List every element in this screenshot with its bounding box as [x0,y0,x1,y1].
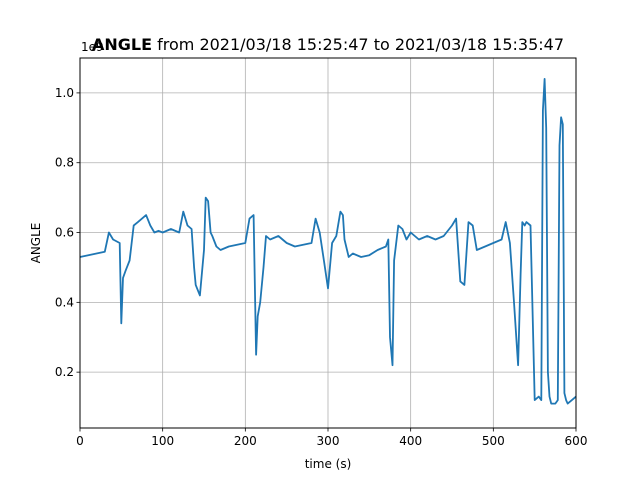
x-tick-label: 200 [234,434,257,448]
series-line [79,78,577,405]
x-tick-label: 100 [151,434,174,448]
chart-title: ANGLE from 2021/03/18 15:25:47 to 2021/0… [92,35,564,54]
y-tick-label: 1.0 [55,86,74,100]
series-line-group [79,78,577,405]
x-tick-label: 500 [482,434,505,448]
chart-title-rest: from 2021/03/18 15:25:47 to 2021/03/18 1… [152,35,564,54]
y-tick-label: 0.8 [55,156,74,170]
y-axis: 0.2 0.4 0.6 0.8 1.0 [55,86,80,379]
x-tick-label: 400 [399,434,422,448]
y-axis-label: ANGLE [29,223,43,264]
x-tick-label: 0 [76,434,84,448]
x-tick-label: 600 [565,434,588,448]
x-axis: 0 100 200 300 400 500 600 [76,428,587,448]
x-tick-label: 300 [317,434,340,448]
x-axis-label: time (s) [305,457,352,471]
y-tick-label: 0.6 [55,226,74,240]
y-offset-label: 1e9 [81,40,104,54]
chart-title-bold: ANGLE [92,35,152,54]
y-tick-label: 0.2 [55,365,74,379]
y-tick-label: 0.4 [55,295,74,309]
